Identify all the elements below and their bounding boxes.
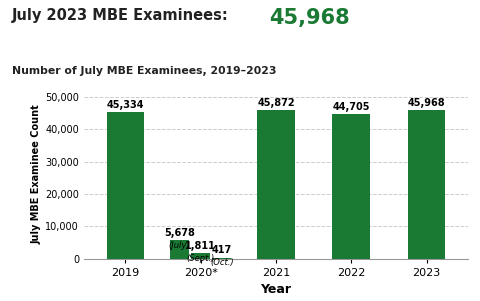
- Text: 417: 417: [212, 245, 232, 255]
- Text: 1,811: 1,811: [185, 241, 216, 251]
- Bar: [170, 240, 189, 259]
- Bar: [192, 253, 210, 259]
- Text: 45,334: 45,334: [107, 100, 144, 110]
- Text: (Oct.): (Oct.): [210, 258, 234, 267]
- Text: 45,968: 45,968: [269, 8, 349, 27]
- Bar: [333, 114, 370, 259]
- Text: 5,678: 5,678: [164, 228, 195, 238]
- Text: 44,705: 44,705: [333, 102, 370, 112]
- Text: (July): (July): [169, 241, 191, 250]
- Y-axis label: July MBE Examinee Count: July MBE Examinee Count: [31, 105, 41, 244]
- Text: 45,872: 45,872: [257, 98, 295, 108]
- Bar: [257, 110, 295, 259]
- Text: (Sept.): (Sept.): [187, 254, 215, 263]
- Bar: [212, 258, 231, 259]
- Text: July 2023 MBE Examinees:: July 2023 MBE Examinees:: [12, 8, 229, 23]
- Bar: [107, 112, 144, 259]
- Text: Number of July MBE Examinees, 2019–2023: Number of July MBE Examinees, 2019–2023: [12, 66, 276, 76]
- Bar: [408, 110, 445, 259]
- X-axis label: Year: Year: [261, 284, 291, 296]
- Text: 45,968: 45,968: [408, 98, 445, 107]
